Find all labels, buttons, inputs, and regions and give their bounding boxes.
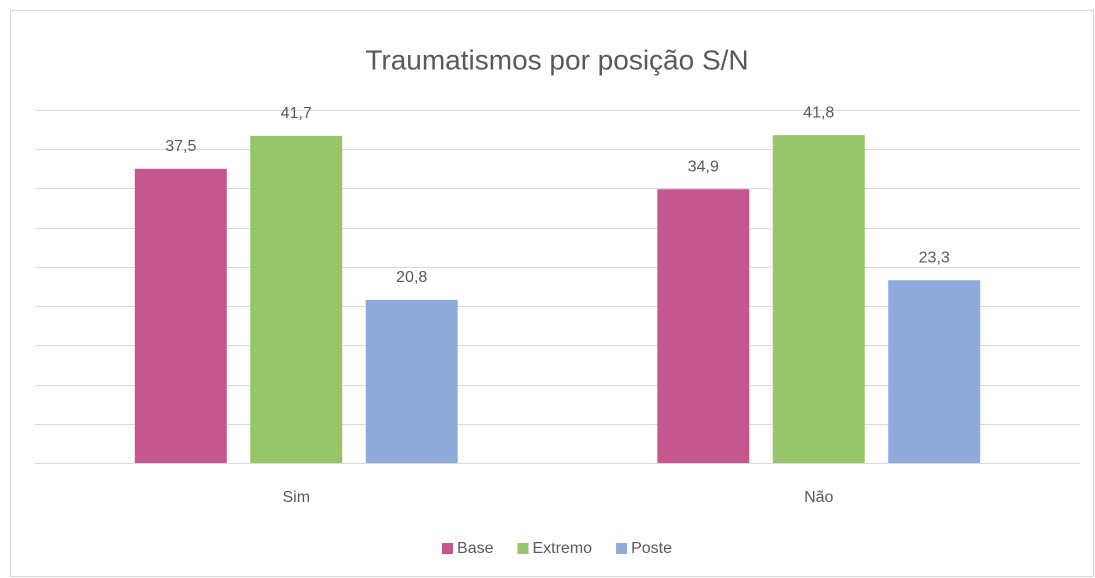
legend-swatch — [517, 543, 529, 554]
x-tick-label: Não — [804, 489, 833, 506]
value-label: 37,5 — [165, 138, 196, 155]
bar — [772, 135, 865, 463]
legend-swatch — [442, 543, 454, 554]
x-tick-label: Sim — [282, 489, 310, 506]
legend-label: Extremo — [532, 540, 592, 557]
legend-label: Poste — [631, 540, 672, 557]
bar — [365, 299, 458, 463]
bar — [250, 135, 343, 464]
bar — [134, 168, 227, 464]
bar — [888, 280, 981, 463]
legend-swatch — [616, 543, 628, 554]
value-label: 20,8 — [396, 269, 427, 286]
chart-title: Traumatismos por posição S/N — [365, 44, 748, 75]
legend-label: Base — [457, 540, 494, 557]
value-label: 41,8 — [803, 104, 834, 121]
value-label: 41,7 — [281, 105, 312, 122]
value-label: 34,9 — [688, 158, 719, 175]
value-label: 23,3 — [919, 249, 950, 266]
bar — [657, 189, 750, 463]
